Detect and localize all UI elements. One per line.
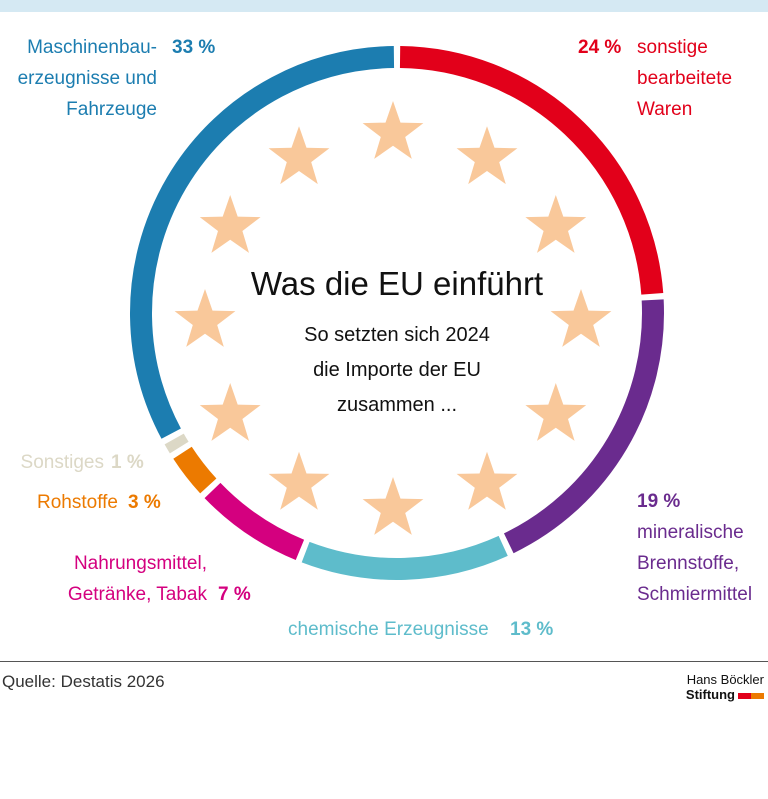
category-label: chemische Erzeugnisse (288, 619, 489, 640)
logo-bar (738, 693, 764, 699)
logo: Hans Böckler Stiftung (686, 672, 764, 702)
star (268, 451, 330, 510)
star (268, 126, 330, 185)
value-label: 33 % (172, 37, 216, 58)
donut-segment (130, 46, 395, 439)
value-label: 13 % (510, 619, 554, 640)
chart-subtitle: So setzten sich 2024 die Importe der EU … (304, 324, 490, 416)
category-label: sonstige bearbeitete Waren (637, 37, 733, 120)
category-label: Sonstiges (20, 452, 104, 473)
source: Quelle: Destatis 2026 (2, 672, 165, 691)
logo-text: Stiftung (685, 687, 735, 702)
logo-text: Hans Böckler (686, 672, 764, 687)
donut-segment (164, 433, 189, 454)
star (362, 101, 424, 159)
star (362, 477, 424, 535)
star (199, 195, 261, 253)
category-label: Maschinenbau- erzeugnisse und Fahrzeuge (17, 37, 157, 120)
donut-segment (503, 299, 664, 554)
value-label: 24 % (578, 37, 622, 58)
category-label: Nahrungsmittel, Getränke, Tabak (67, 553, 207, 605)
donut-segment (399, 46, 664, 295)
star (525, 195, 587, 253)
category-label: mineralische Brennstoffe, Schmiermittel (637, 522, 753, 605)
donut-segment (204, 482, 305, 561)
value-label: 7 % (218, 584, 251, 605)
star (456, 451, 518, 510)
donut-segment (173, 446, 217, 494)
star (199, 383, 261, 441)
value-label: 3 % (128, 492, 161, 513)
chart-title: Was die EU einführt (250, 265, 544, 302)
donut-segment (301, 535, 508, 580)
value-label: 19 % (637, 491, 681, 512)
star (456, 126, 518, 185)
star (174, 289, 236, 347)
value-label: 1 % (111, 452, 144, 473)
category-label: Rohstoffe (37, 492, 118, 513)
chart (130, 46, 664, 580)
top-band (0, 0, 768, 12)
star (550, 289, 612, 347)
star (525, 383, 587, 441)
divider (0, 661, 768, 662)
